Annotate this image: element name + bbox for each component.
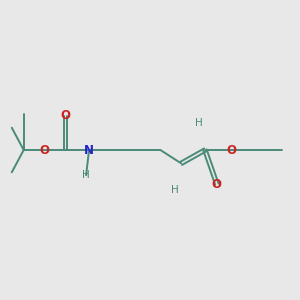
Text: O: O	[40, 143, 50, 157]
Text: O: O	[212, 178, 222, 191]
Text: H: H	[171, 185, 179, 195]
Text: O: O	[60, 109, 70, 122]
Text: O: O	[227, 143, 237, 157]
Text: H: H	[82, 170, 90, 180]
Text: H: H	[195, 118, 203, 128]
Text: N: N	[84, 143, 94, 157]
